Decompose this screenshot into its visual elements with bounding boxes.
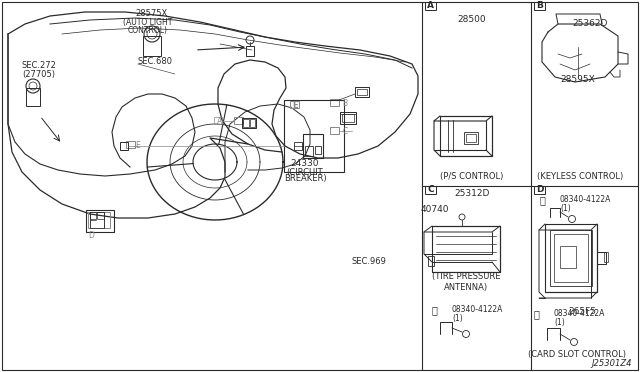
Bar [90, 212, 96, 219]
Bar [550, 230, 592, 286]
Text: D: D [88, 231, 94, 241]
Bar [604, 252, 608, 262]
Bar [330, 127, 339, 134]
Text: SEC.272: SEC.272 [22, 61, 57, 71]
Text: (1): (1) [452, 314, 463, 323]
Bar [560, 246, 576, 268]
Bar [250, 119, 255, 127]
Text: (1): (1) [560, 203, 571, 212]
Text: B: B [342, 99, 348, 109]
Bar [143, 36, 161, 56]
Bar [425, 186, 436, 194]
Text: J25301Z4: J25301Z4 [591, 359, 632, 369]
Bar [534, 2, 545, 10]
Text: (CIRCUIT: (CIRCUIT [287, 167, 323, 176]
Bar [242, 118, 256, 128]
Text: C: C [342, 126, 348, 135]
Text: Ⓢ: Ⓢ [539, 195, 545, 205]
Text: (P/S CONTROL): (P/S CONTROL) [440, 173, 504, 182]
Text: SEC.969: SEC.969 [352, 257, 387, 266]
Bar [342, 114, 354, 122]
Bar [86, 210, 114, 232]
Bar [428, 256, 434, 266]
Bar [290, 101, 299, 108]
Text: C: C [427, 186, 434, 195]
Bar [126, 141, 135, 148]
Text: (CARD SLOT CONTROL): (CARD SLOT CONTROL) [528, 350, 626, 359]
Text: (KEYLESS CONTROL): (KEYLESS CONTROL) [537, 173, 623, 182]
Bar [90, 212, 104, 228]
Text: 28575X: 28575X [136, 10, 168, 19]
Text: (TIRE PRESSURE
ANTENNA): (TIRE PRESSURE ANTENNA) [432, 272, 500, 292]
Text: 24330: 24330 [291, 160, 319, 169]
Text: 265F5: 265F5 [568, 308, 596, 317]
Bar [234, 117, 243, 124]
Bar [120, 142, 128, 150]
Text: D: D [536, 186, 543, 195]
Bar [554, 234, 588, 282]
Text: 40740: 40740 [420, 205, 449, 214]
Text: (1): (1) [554, 317, 564, 327]
Bar [284, 100, 344, 172]
Text: 25362D: 25362D [572, 19, 608, 29]
Text: 08340-4122A: 08340-4122A [452, 305, 504, 314]
Bar [545, 224, 597, 292]
Bar [357, 89, 367, 95]
Text: A: A [218, 116, 223, 125]
Bar [88, 212, 110, 228]
Bar [534, 186, 545, 194]
Bar [305, 146, 313, 156]
Bar [425, 2, 436, 10]
Text: 08340-4122A: 08340-4122A [560, 196, 611, 205]
Text: A: A [427, 1, 434, 10]
Text: E: E [136, 141, 140, 150]
Bar [214, 117, 222, 124]
Bar [432, 226, 500, 272]
Bar [315, 146, 321, 154]
Bar [340, 112, 356, 124]
Bar [294, 142, 302, 150]
Bar [243, 119, 249, 127]
Text: 28500: 28500 [458, 16, 486, 25]
Bar [246, 46, 254, 56]
Bar [440, 116, 492, 156]
Text: CONTROL): CONTROL) [128, 26, 168, 35]
Bar [26, 88, 40, 106]
Bar [466, 134, 476, 142]
Text: (27705): (27705) [22, 70, 55, 78]
Text: Ⓢ: Ⓢ [533, 309, 539, 319]
Text: E: E [292, 100, 298, 109]
Text: SEC.680: SEC.680 [138, 58, 173, 67]
Text: 28595X: 28595X [561, 76, 595, 84]
Text: BREAKER): BREAKER) [284, 174, 326, 183]
Text: 08340-4122A: 08340-4122A [554, 310, 605, 318]
Text: Ⓢ: Ⓢ [431, 305, 437, 315]
Text: (AUTO LIGHT: (AUTO LIGHT [124, 19, 173, 28]
Bar [355, 87, 369, 97]
Bar [303, 134, 323, 158]
Bar [464, 132, 478, 144]
Text: 25312D: 25312D [454, 189, 490, 199]
Text: B: B [536, 1, 543, 10]
Bar [97, 212, 104, 219]
Bar [330, 99, 339, 106]
